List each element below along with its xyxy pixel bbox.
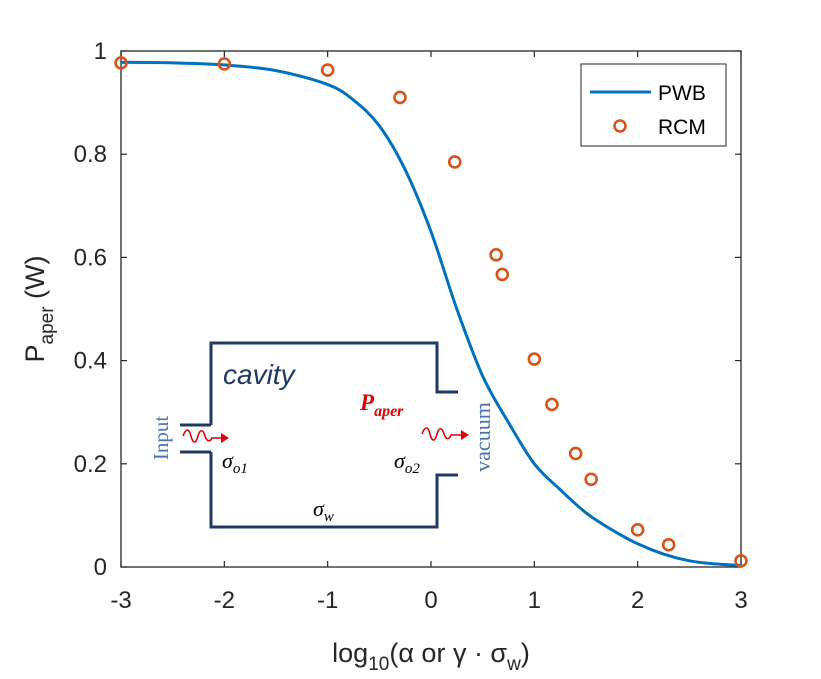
p-aper-label: Paper <box>359 390 404 420</box>
legend: PWB RCM <box>580 63 727 147</box>
y-tick-label: 0.2 <box>74 451 107 478</box>
x-tick-label: -2 <box>214 587 235 614</box>
y-tick-label: 0.6 <box>74 244 107 271</box>
cavity-inset: cavity Input vacuum Paper σo1 σo2 σw <box>149 341 495 529</box>
data-point-rcm <box>320 63 335 77</box>
data-point-rcm <box>584 472 598 487</box>
data-point-rcm <box>217 57 232 71</box>
x-tick-label: 3 <box>734 587 747 614</box>
y-axis-label: Paper (W) <box>20 255 58 362</box>
data-point-rcm <box>495 267 510 282</box>
sigma-w-label: σw <box>313 496 334 525</box>
data-point-rcm <box>447 155 462 169</box>
y-tick-label: 1 <box>94 38 107 65</box>
x-tick-label: 2 <box>631 587 644 614</box>
output-wave <box>421 427 462 441</box>
legend-marker-rcm <box>613 119 627 133</box>
data-point-rcm <box>734 554 748 568</box>
data-point-rcm <box>661 538 676 552</box>
legend-label-pwb: PWB <box>658 82 706 105</box>
x-tick-label: -1 <box>317 587 338 614</box>
data-point-rcm <box>545 397 559 412</box>
input-label: Input <box>149 416 173 460</box>
legend-label-rcm: RCM <box>658 116 706 139</box>
x-axis-label: log10(α or γ · σw) <box>332 638 530 675</box>
y-tick-label: 0.4 <box>74 348 107 375</box>
legend-box <box>580 63 727 147</box>
y-axis: 0 0.2 0.4 0.6 0.8 1 <box>74 38 741 581</box>
x-tick-label: 0 <box>424 587 437 614</box>
data-point-rcm <box>489 248 503 262</box>
series-line-pwb <box>120 60 742 567</box>
input-arrowhead <box>221 433 229 443</box>
data-point-rcm <box>527 352 542 366</box>
x-axis: -3 -2 -1 0 1 2 3 <box>110 51 748 614</box>
vacuum-label: vacuum <box>470 402 495 472</box>
data-point-rcm <box>114 56 128 70</box>
y-tick-label: 0.8 <box>74 141 107 168</box>
series-layer <box>114 56 748 568</box>
data-point-rcm <box>393 90 407 105</box>
x-tick-label: -3 <box>110 587 131 614</box>
sigma-o1-label: σo1 <box>222 448 248 477</box>
output-arrowhead <box>461 430 469 440</box>
data-point-rcm <box>630 523 645 537</box>
x-tick-label: 1 <box>528 587 541 614</box>
input-wave <box>182 429 222 443</box>
cavity-outline <box>209 341 458 529</box>
data-point-rcm <box>568 446 583 461</box>
cavity-label: cavity <box>223 359 297 390</box>
sigma-o2-label: σo2 <box>394 448 420 477</box>
y-tick-label: 0 <box>94 554 107 581</box>
